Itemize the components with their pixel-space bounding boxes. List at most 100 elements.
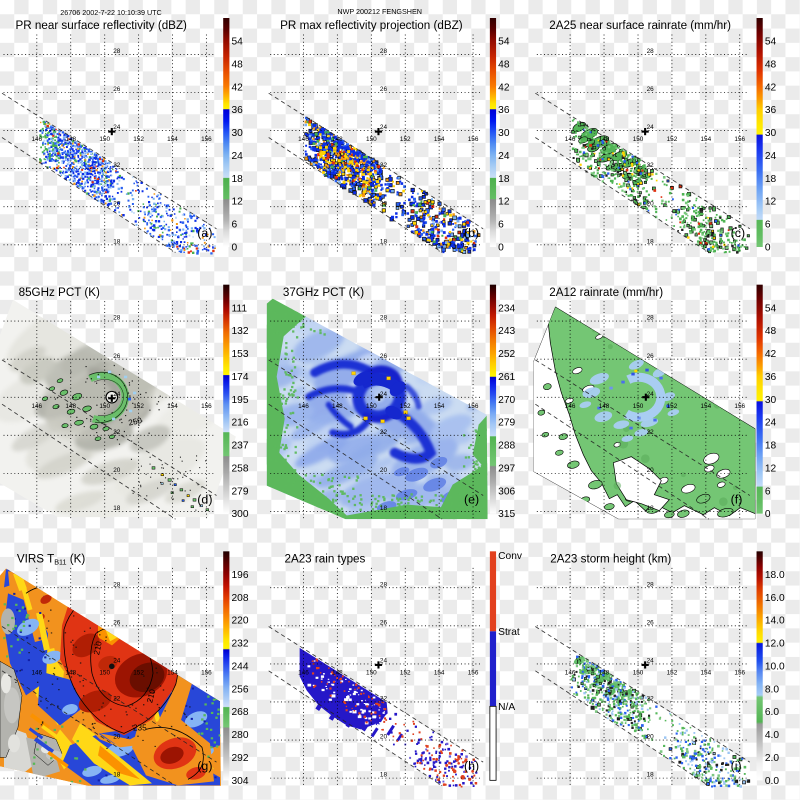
svg-text:28: 28 [380,315,388,322]
svg-text:152: 152 [133,136,144,143]
svg-text:24: 24 [380,658,388,665]
svg-text:26: 26 [647,353,655,360]
svg-text:261: 261 [498,372,515,383]
svg-text:152: 152 [400,403,411,410]
svg-text:152: 152 [133,670,144,677]
svg-text:279: 279 [498,418,515,429]
svg-text:10.0: 10.0 [765,661,785,672]
svg-text:36: 36 [232,105,244,116]
svg-text:28: 28 [647,48,655,55]
svg-text:154: 154 [167,136,178,143]
svg-text:20: 20 [380,734,388,741]
svg-text:252: 252 [498,349,515,360]
svg-text:Conv: Conv [498,551,523,562]
svg-text:250: 250 [128,416,144,428]
svg-text:146: 146 [298,403,309,410]
svg-text:28: 28 [113,315,121,322]
svg-text:0.0: 0.0 [765,776,779,787]
svg-text:258: 258 [232,463,249,474]
svg-text:(a): (a) [197,226,212,240]
svg-text:150: 150 [366,136,377,143]
svg-text:6: 6 [765,486,771,497]
svg-text:148: 148 [599,670,610,677]
svg-text:20: 20 [647,734,655,741]
svg-text:232: 232 [232,639,249,650]
svg-text:42: 42 [765,349,777,360]
svg-text:210: 210 [92,640,104,656]
svg-text:2.0: 2.0 [765,753,779,764]
svg-text:(d): (d) [197,492,212,506]
svg-text:152: 152 [667,403,678,410]
svg-text:156: 156 [734,670,745,677]
svg-text:268: 268 [232,707,249,718]
svg-text:26: 26 [113,619,121,626]
svg-text:24: 24 [498,151,510,162]
svg-text:6: 6 [765,220,771,231]
svg-text:54: 54 [765,303,777,314]
svg-text:146: 146 [298,670,309,677]
svg-text:18: 18 [498,174,510,185]
svg-text:26: 26 [647,619,655,626]
svg-text:111: 111 [232,303,248,314]
svg-text:30: 30 [498,128,510,139]
svg-text:54: 54 [498,37,510,48]
svg-text:37GHz PCT (K): 37GHz PCT (K) [283,286,364,299]
svg-text:24: 24 [647,124,655,131]
svg-text:28: 28 [380,581,388,588]
svg-text:156: 156 [734,136,745,143]
svg-text:26: 26 [647,86,655,93]
svg-text:292: 292 [232,753,249,764]
svg-text:28: 28 [380,48,388,55]
svg-text:24: 24 [380,124,388,131]
svg-text:26: 26 [113,86,121,93]
svg-text:153: 153 [232,349,249,360]
svg-text:VIRS TB11 (K): VIRS TB11 (K) [17,553,85,567]
svg-text:148: 148 [332,136,343,143]
svg-text:156: 156 [734,403,745,410]
svg-text:150: 150 [99,670,110,677]
svg-text:148: 148 [332,670,343,677]
svg-text:48: 48 [498,60,510,71]
svg-text:18: 18 [380,505,388,512]
svg-text:152: 152 [400,136,411,143]
svg-text:(h): (h) [464,759,479,773]
svg-text:150: 150 [633,136,644,143]
svg-text:(b): (b) [464,226,479,240]
svg-text:Strat: Strat [498,627,520,638]
svg-text:6: 6 [498,220,504,231]
svg-text:243: 243 [498,326,515,337]
svg-text:24: 24 [380,391,388,398]
svg-text:216: 216 [232,418,249,429]
svg-text:24: 24 [647,658,655,665]
svg-text:146: 146 [31,136,42,143]
svg-text:220: 220 [232,616,249,627]
svg-text:12: 12 [765,197,777,208]
svg-text:2A23 rain types: 2A23 rain types [284,553,365,566]
svg-text:26: 26 [113,353,121,360]
svg-text:18: 18 [647,772,655,779]
svg-text:270: 270 [498,395,515,406]
svg-text:12: 12 [232,197,244,208]
svg-text:24: 24 [765,151,777,162]
svg-text:30: 30 [765,128,777,139]
svg-text:146: 146 [565,403,576,410]
svg-text:(f): (f) [731,492,743,506]
svg-text:150: 150 [633,670,644,677]
svg-text:14.0: 14.0 [765,616,785,627]
svg-text:150: 150 [99,403,110,410]
svg-text:20: 20 [647,200,655,207]
svg-text:280: 280 [232,730,249,741]
svg-text:0: 0 [232,243,238,254]
svg-text:42: 42 [765,82,777,93]
svg-text:156: 156 [201,670,212,677]
svg-text:24: 24 [113,124,121,131]
svg-text:26: 26 [380,619,388,626]
svg-text:146: 146 [565,136,576,143]
svg-text:36: 36 [765,105,777,116]
svg-text:26706 2002-7-22 10:10:39 UTC: 26706 2002-7-22 10:10:39 UTC [60,8,162,17]
svg-text:152: 152 [667,136,678,143]
svg-text:20: 20 [113,734,121,741]
svg-text:196: 196 [232,570,249,581]
svg-text:156: 156 [468,670,479,677]
svg-text:12: 12 [498,197,510,208]
